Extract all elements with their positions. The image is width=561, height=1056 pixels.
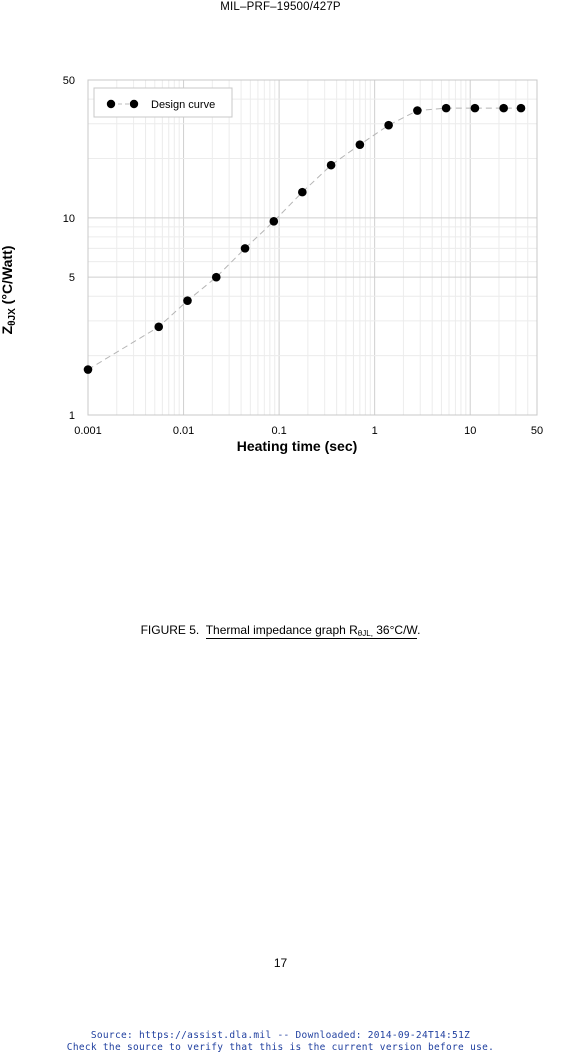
data-point-7 xyxy=(326,160,336,170)
data-point-8 xyxy=(355,140,365,149)
data-point-11 xyxy=(441,103,451,113)
legend-marker-right xyxy=(129,99,139,109)
thermal-impedance-chart: 0.001 0.01 0.1 1 10 50 1 5 10 50 Design curve He… xyxy=(0,60,561,460)
y-axis-title: ZθJX (°C/Watt) xyxy=(0,246,18,335)
design-curve-line xyxy=(87,107,521,370)
footer-verify-line: Check the source to verify that this is … xyxy=(66,1042,495,1053)
data-point-0 xyxy=(83,365,93,374)
data-point-6 xyxy=(298,187,307,197)
data-point-14 xyxy=(516,103,526,113)
y-tick-label: 50 xyxy=(63,75,75,87)
x-tick-label: 1 xyxy=(372,425,378,437)
caption-title: Thermal impedance graph RθJL, 36°C/W xyxy=(205,623,418,639)
series-line xyxy=(87,107,521,370)
footer-source-line: Source: https://assist.dla.mil -- Downlo… xyxy=(90,1030,471,1041)
legend: Design curve xyxy=(93,87,233,118)
caption-suffix: . xyxy=(417,623,421,637)
x-tick-label: 0.01 xyxy=(173,425,194,437)
page-number: 17 xyxy=(273,956,288,970)
y-tick-labels: 1 5 10 50 xyxy=(63,75,75,422)
download-source-footer: Source: https://assist.dla.mil -- Downlo… xyxy=(0,1030,561,1054)
plot-area-frame xyxy=(87,79,538,416)
y-tick-label: 10 xyxy=(63,213,75,225)
y-axis-title-rest: (°C/Watt) xyxy=(0,246,15,309)
caption-prefix: FIGURE 5. xyxy=(140,623,200,637)
legend-marker-left xyxy=(106,99,116,109)
x-tick-label: 50 xyxy=(531,425,543,437)
data-point-5 xyxy=(269,217,279,226)
data-point-13 xyxy=(499,103,508,113)
x-tick-label: 0.1 xyxy=(271,425,286,437)
x-tick-label: 0.001 xyxy=(74,425,102,437)
series-points xyxy=(83,103,526,374)
y-axis-title-subscript: θJX xyxy=(7,308,18,326)
chart-svg: 0.001 0.01 0.1 1 10 50 1 5 10 50 Design curve He… xyxy=(0,75,543,454)
caption-title-main: Thermal impedance graph R xyxy=(205,623,358,637)
grid xyxy=(87,79,538,416)
legend-label: Design curve xyxy=(151,99,215,111)
data-point-2 xyxy=(183,296,192,305)
document-id-header: MIL–PRF–19500/427P xyxy=(220,1,341,13)
data-point-3 xyxy=(211,272,221,282)
caption-title-rest: 36°C/W xyxy=(372,623,418,637)
data-point-1 xyxy=(154,322,164,332)
y-tick-label: 1 xyxy=(69,410,75,422)
data-point-4 xyxy=(240,244,250,253)
legend-box xyxy=(93,87,233,118)
data-point-10 xyxy=(413,106,422,115)
x-tick-labels: 0.001 0.01 0.1 1 10 50 xyxy=(74,425,543,437)
x-axis-title: Heating time (sec) xyxy=(237,438,358,454)
x-tick-label: 10 xyxy=(464,425,476,437)
figure-caption: FIGURE 5. Thermal impedance graph RθJL, … xyxy=(0,622,561,639)
caption-title-subscript: θJL, xyxy=(357,629,373,638)
y-tick-label: 5 xyxy=(69,272,75,284)
data-point-9 xyxy=(384,120,393,130)
y-axis-title-main: Z xyxy=(0,325,15,334)
data-point-12 xyxy=(470,103,480,113)
